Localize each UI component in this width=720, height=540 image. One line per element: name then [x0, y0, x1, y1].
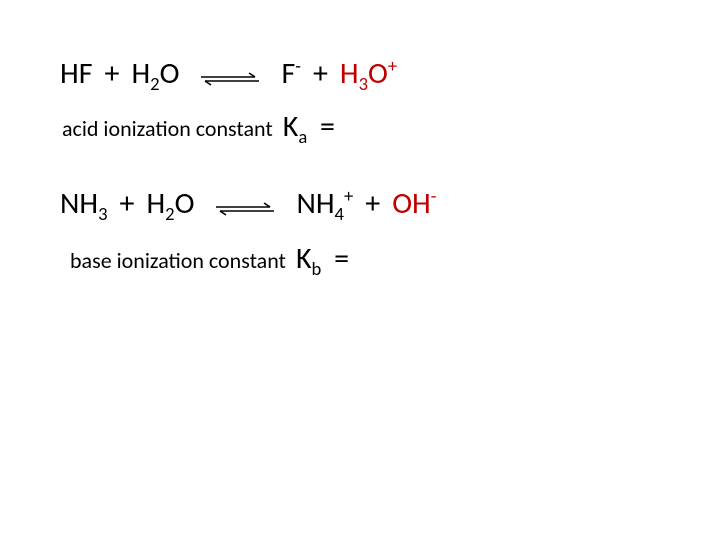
species-h2o: H2O [146, 185, 194, 222]
species-h2o: H2O [131, 55, 179, 92]
kb-equals: = [334, 240, 349, 277]
nh3-sub: 3 [98, 202, 107, 225]
f-base: F [281, 55, 295, 92]
ka-symbol: Ka = [283, 108, 335, 145]
kb-k: K [296, 240, 312, 277]
species-f-minus: F- [281, 55, 301, 92]
species-nh3: NH3 [60, 185, 108, 222]
nh4-sub: 4 [335, 202, 344, 225]
equation-acid: HF + H2O F- + H3O+ [60, 55, 660, 92]
ka-sub: a [298, 125, 307, 148]
kb-sub: b [312, 257, 322, 280]
slide-content: HF + H2O F- + H3O+ acid ionization const… [60, 55, 660, 295]
equation-base: NH3 + H2O NH4+ + OH- [60, 185, 660, 222]
f-sup: - [295, 54, 301, 77]
h3o-h: H [340, 55, 359, 92]
plus-sign: + [104, 55, 119, 92]
h2o-sub: 2 [165, 202, 174, 225]
acid-ionization-constant-line: acid ionization constant Ka = [62, 108, 660, 145]
h2o-h: H [131, 55, 150, 92]
species-oh-minus: OH- [392, 185, 436, 222]
equilibrium-arrow-icon [216, 202, 274, 216]
h3o-o: O [368, 55, 388, 92]
h3o-sup: + [388, 54, 397, 77]
base-ionization-constant-line: base ionization constant Kb = [70, 240, 660, 277]
species-nh4-plus: NH4+ [296, 185, 353, 222]
h3o-sub: 3 [359, 72, 368, 95]
h2o-sub: 2 [150, 72, 159, 95]
nh4-sup: + [344, 184, 353, 207]
kb-symbol: Kb = [296, 240, 349, 277]
oh-base: OH [392, 185, 431, 222]
plus-sign: + [120, 185, 135, 222]
nh3-nh: NH [60, 185, 98, 222]
base-constant-label: base ionization constant [70, 247, 286, 274]
plus-sign: + [313, 55, 328, 92]
acid-constant-label: acid ionization constant [62, 115, 273, 142]
oh-sup: - [431, 184, 437, 207]
plus-sign: + [365, 185, 380, 222]
species-hf: HF [60, 55, 92, 92]
h2o-o: O [175, 185, 195, 222]
ka-equals: = [320, 108, 335, 145]
nh4-nh: NH [296, 185, 334, 222]
ka-k: K [283, 108, 299, 145]
equilibrium-arrow-icon [201, 72, 259, 86]
h2o-h: H [146, 185, 165, 222]
species-h3o-plus: H3O+ [340, 55, 397, 92]
h2o-o: O [160, 55, 180, 92]
